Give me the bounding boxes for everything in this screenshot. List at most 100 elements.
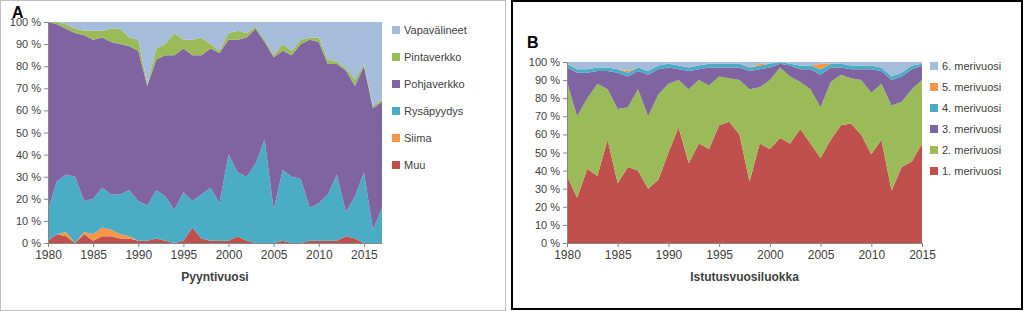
x-tick: 1985 xyxy=(605,243,632,262)
legend-label: 4. merivuosi xyxy=(942,102,1001,114)
x-tick-mark xyxy=(668,243,669,247)
x-tick-label: 1995 xyxy=(171,248,198,262)
x-tick-label: 2010 xyxy=(306,248,333,262)
legend-label: 6. merivuosi xyxy=(942,60,1001,72)
y-tick: 80 % xyxy=(535,92,567,104)
x-tick-mark xyxy=(567,243,568,247)
x-tick-mark xyxy=(770,243,771,247)
x-axis-line xyxy=(49,243,383,244)
x-tick: 2005 xyxy=(261,243,288,262)
area-series xyxy=(567,62,922,76)
y-tick: 70 % xyxy=(535,110,567,122)
x-axis-title: Istutusvuosiluokka xyxy=(690,270,799,284)
x-tick-label: 2005 xyxy=(808,248,835,262)
y-tick-label: 80 % xyxy=(535,92,560,104)
x-tick-mark xyxy=(618,243,619,247)
x-tick: 2015 xyxy=(909,243,936,262)
y-tick-mark xyxy=(563,80,567,81)
x-tick-label: 1980 xyxy=(35,248,62,262)
x-tick-label: 1985 xyxy=(80,248,107,262)
area-series xyxy=(567,62,922,76)
x-tick-mark xyxy=(821,243,822,247)
y-tick-mark xyxy=(44,88,48,89)
legend-swatch xyxy=(392,161,400,169)
legend-swatch xyxy=(392,107,400,115)
area-series xyxy=(48,22,382,108)
legend-swatch xyxy=(930,167,938,175)
y-tick-mark xyxy=(563,153,567,154)
chart-panel: 0 %10 %20 %30 %40 %50 %60 %70 %80 %90 %1… xyxy=(512,1,1022,309)
x-tick-mark xyxy=(183,243,184,247)
x-tick-mark xyxy=(48,243,49,247)
legend-label: 3. merivuosi xyxy=(942,123,1001,135)
y-axis-line xyxy=(48,23,49,244)
y-tick: 100 % xyxy=(529,56,567,68)
y-tick-label: 70 % xyxy=(535,110,560,122)
area-series xyxy=(48,22,382,106)
x-tick-mark xyxy=(922,243,923,247)
x-tick-mark xyxy=(138,243,139,247)
legend-label: Rysäpyydys xyxy=(404,105,464,117)
x-axis-line xyxy=(568,243,923,244)
y-tick-label: 50 % xyxy=(16,127,41,139)
y-axis-line xyxy=(567,63,568,244)
y-tick: 40 % xyxy=(535,165,567,177)
legend: Vapavälineet Pintaverkko Pohjaverkko Rysäpy… xyxy=(392,24,467,171)
chart-panel: 0 %10 %20 %30 %40 %50 %60 %70 %80 %90 %1… xyxy=(1,1,506,311)
y-tick-label: 90 % xyxy=(16,38,41,50)
x-tick: 1980 xyxy=(35,243,62,262)
x-tick: 1995 xyxy=(171,243,198,262)
legend-swatch xyxy=(930,146,938,154)
y-tick-mark xyxy=(563,98,567,99)
y-tick-mark xyxy=(44,66,48,67)
x-tick-label: 1985 xyxy=(605,248,632,262)
x-tick: 1980 xyxy=(554,243,581,262)
y-tick: 70 % xyxy=(16,82,48,94)
x-tick-mark xyxy=(274,243,275,247)
y-tick-mark xyxy=(44,243,48,244)
panel-title: B xyxy=(527,34,539,51)
legend-swatch xyxy=(930,83,938,91)
y-tick-label: 60 % xyxy=(535,128,560,140)
y-tick-label: 20 % xyxy=(16,193,41,205)
y-tick-label: 70 % xyxy=(16,82,41,94)
x-tick-label: 2015 xyxy=(909,248,936,262)
y-tick: 20 % xyxy=(16,193,48,205)
legend-label: Siima xyxy=(404,132,432,144)
y-tick-mark xyxy=(563,116,567,117)
legend-label: 1. merivuosi xyxy=(942,165,1001,177)
x-tick: 1995 xyxy=(706,243,733,262)
y-tick: 30 % xyxy=(535,183,567,195)
legend-swatch xyxy=(392,134,400,142)
plot-area xyxy=(48,22,382,243)
x-axis-title: Pyyntivuosi xyxy=(181,270,248,284)
x-tick-label: 2015 xyxy=(351,248,378,262)
y-tick-label: 40 % xyxy=(16,149,41,161)
y-tick-label: 10 % xyxy=(16,215,41,227)
legend-label: Pohjaverkko xyxy=(404,78,465,90)
x-tick: 2005 xyxy=(808,243,835,262)
y-tick-mark xyxy=(44,22,48,23)
legend-label: Muu xyxy=(404,159,425,171)
legend-label: Vapavälineet xyxy=(404,24,467,36)
y-tick: 90 % xyxy=(535,74,567,86)
y-tick-mark xyxy=(563,189,567,190)
x-tick-label: 1990 xyxy=(125,248,152,262)
y-tick: 50 % xyxy=(535,147,567,159)
y-tick-mark xyxy=(44,177,48,178)
y-tick-mark xyxy=(44,155,48,156)
y-tick-label: 90 % xyxy=(535,74,560,86)
y-tick-label: 50 % xyxy=(535,147,560,159)
y-axis: 0 %10 %20 %30 %40 %50 %60 %70 %80 %90 %1… xyxy=(10,16,49,249)
legend-swatch xyxy=(930,62,938,70)
y-tick-label: 80 % xyxy=(16,60,41,72)
x-tick-label: 1995 xyxy=(706,248,733,262)
y-tick-label: 20 % xyxy=(535,201,560,213)
panel-title: A xyxy=(12,4,24,21)
x-tick-label: 2000 xyxy=(216,248,243,262)
x-tick: 1990 xyxy=(656,243,683,262)
legend-label: Pintaverkko xyxy=(404,51,461,63)
figure: 0 %10 %20 %30 %40 %50 %60 %70 %80 %90 %1… xyxy=(0,0,1024,311)
y-tick: 10 % xyxy=(535,219,567,231)
y-tick-mark xyxy=(563,207,567,208)
